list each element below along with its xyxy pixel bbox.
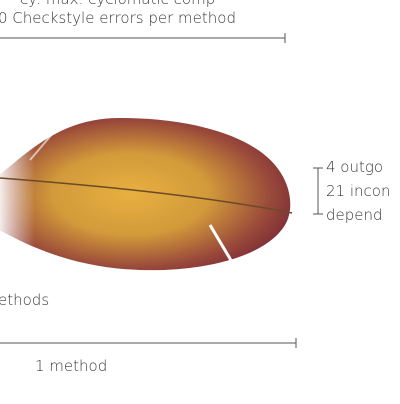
incoming-label: 21 incon xyxy=(326,182,390,200)
methods-label: ethods xyxy=(0,291,49,309)
bottom-scale xyxy=(0,338,297,348)
one-method-label: 1 method xyxy=(35,357,107,375)
dependency-bracket xyxy=(313,167,323,215)
outgoing-label: 4 outgo xyxy=(326,158,383,176)
top-label: cy: max. cyclomatic comp xyxy=(20,0,215,8)
top-scale xyxy=(0,33,286,43)
checkstyle-label: 0 Checkstyle errors per method xyxy=(0,9,236,27)
feather xyxy=(0,118,293,271)
depend-label: depend xyxy=(326,206,383,224)
